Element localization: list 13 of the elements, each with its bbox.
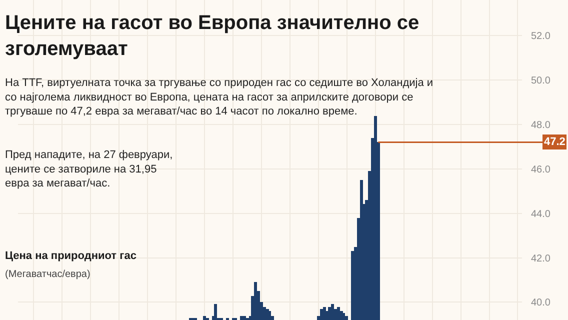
text: Цените на гасот во Европа значително се зголемуваат bbox=[5, 12, 420, 60]
y-tick-label: 48.0 bbox=[531, 120, 551, 131]
y-tick-label: 46.0 bbox=[531, 164, 551, 176]
annotation: Пред нападите, на 27 февруари, цените се затвориле на 31,95 евра за мегават/час. bbox=[5, 149, 173, 190]
y-axis-title: Цена на природниот гас bbox=[5, 250, 136, 262]
text: На TTF, виртуелната точка за тргување со природен гас со седиште во Холандија и со најголема ликвидност во Европа, цената на гасот за априлските договори се тргуваше по 47,2 евра за мегават/час во 14 часот по локално време. bbox=[5, 77, 434, 118]
y-tick-label: 52.0 bbox=[531, 31, 551, 42]
y-tick-label: 40.0 bbox=[531, 298, 551, 309]
y-tick-label: 42.0 bbox=[531, 253, 551, 264]
y-tick-label: 44.0 bbox=[531, 208, 551, 220]
annotation: (Мегаватчас/евра) bbox=[5, 269, 90, 280]
y-tick-label: 50.0 bbox=[531, 76, 551, 86]
ref-line-label: 47.2 bbox=[544, 136, 566, 148]
